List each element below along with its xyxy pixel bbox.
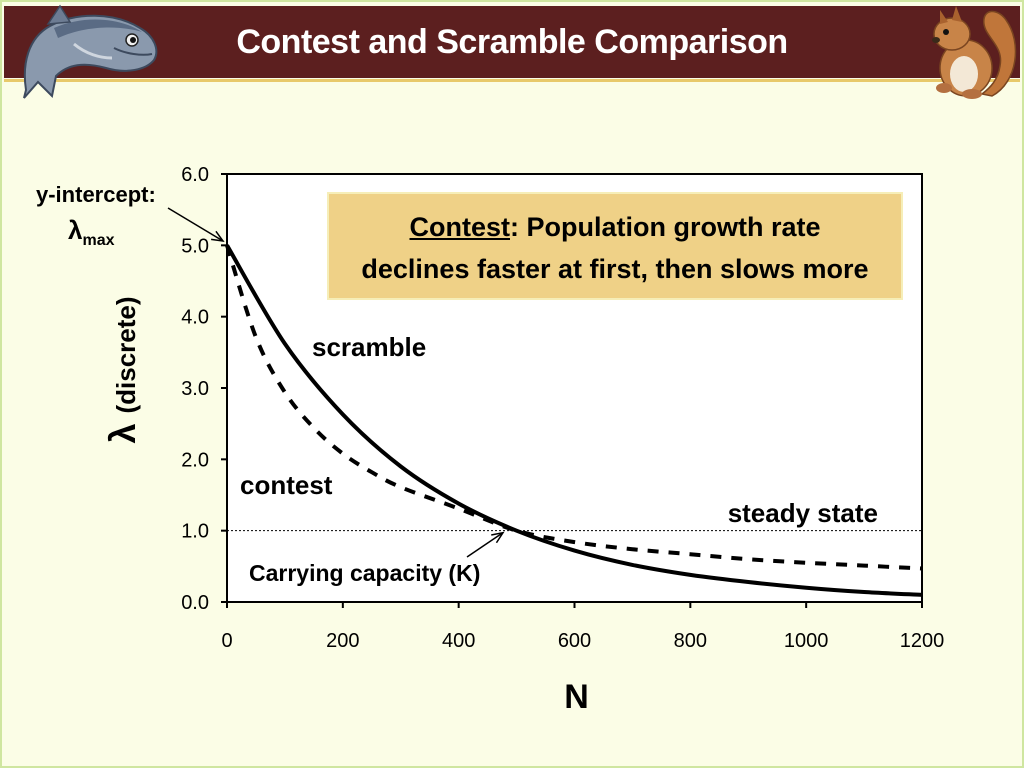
x-tick-label: 800	[674, 630, 707, 652]
y-tick-label: 5.0	[181, 235, 209, 257]
lambda-max-label: λmax	[68, 215, 115, 249]
contest-callout: Contest: Population growth rate declines…	[327, 192, 903, 300]
x-tick-label: 400	[442, 630, 475, 652]
x-tick-label: 600	[558, 630, 591, 652]
callout-line-1: Contest: Population growth rate	[329, 206, 901, 248]
y-tick-label: 1.0	[181, 521, 209, 543]
max-subscript: max	[82, 232, 114, 249]
x-axis-label: N	[564, 678, 589, 716]
y-tick-label: 6.0	[181, 164, 209, 186]
series-line-scramble	[225, 244, 923, 597]
y-axis-label: λ (discrete)	[102, 296, 143, 443]
x-tick-label: 1000	[784, 630, 829, 652]
callout-line-1-rest: : Population growth rate	[510, 212, 821, 242]
callout-term: Contest	[409, 212, 511, 242]
header-divider	[4, 79, 1020, 82]
y-tick-label: 0.0	[181, 592, 209, 614]
red-squirrel-icon	[932, 6, 1017, 99]
y-tick-label: 2.0	[181, 449, 209, 471]
x-tick-label: 1200	[900, 630, 945, 652]
header-bar: Contest and Scramble Comparison	[4, 6, 1020, 78]
carrying-capacity-arrow-shaft	[466, 532, 504, 558]
carrying-capacity-label: Carrying capacity (K)	[249, 560, 480, 586]
y-intercept-label: y-intercept:	[36, 182, 156, 207]
y-intercept-arrow-shaft	[167, 207, 224, 242]
callout-line-2: declines faster at first, then slows mor…	[361, 254, 869, 284]
salmon-fish-icon	[23, 4, 158, 99]
carrying-capacity-arrow-head	[491, 531, 505, 544]
y-axis-symbol: λ	[102, 414, 143, 444]
x-tick-label: 0	[221, 630, 232, 652]
y-tick-label: 3.0	[181, 378, 209, 400]
y-tick-label: 4.0	[181, 307, 209, 329]
steady-state-label: steady state	[728, 498, 878, 528]
series-line-contest	[225, 244, 923, 571]
x-tick-label: 200	[326, 630, 359, 652]
y-intercept-arrow-head	[211, 230, 225, 242]
slide-title: Contest and Scramble Comparison	[236, 23, 788, 61]
y-axis-unit: (discrete)	[111, 296, 141, 413]
contest-label: contest	[240, 470, 333, 500]
lambda-symbol: λ	[68, 215, 83, 245]
scramble-label: scramble	[312, 332, 426, 362]
